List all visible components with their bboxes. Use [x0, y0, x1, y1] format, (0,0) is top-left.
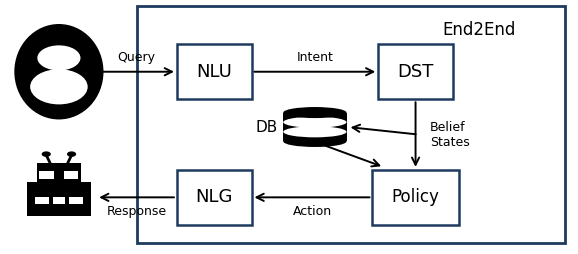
- Text: Action: Action: [292, 205, 332, 218]
- Ellipse shape: [38, 45, 80, 70]
- FancyBboxPatch shape: [65, 197, 69, 204]
- FancyBboxPatch shape: [49, 197, 53, 204]
- FancyBboxPatch shape: [39, 171, 54, 179]
- Ellipse shape: [14, 24, 103, 119]
- Ellipse shape: [283, 126, 347, 137]
- FancyBboxPatch shape: [378, 44, 453, 99]
- Ellipse shape: [42, 151, 51, 157]
- FancyBboxPatch shape: [37, 163, 81, 182]
- FancyBboxPatch shape: [372, 170, 459, 225]
- FancyBboxPatch shape: [35, 197, 83, 204]
- FancyBboxPatch shape: [177, 170, 251, 225]
- Text: Belief
States: Belief States: [430, 121, 470, 149]
- Polygon shape: [283, 113, 347, 141]
- Text: Intent: Intent: [297, 51, 334, 64]
- Text: End2End: End2End: [442, 21, 516, 39]
- Text: NLU: NLU: [197, 63, 232, 81]
- FancyBboxPatch shape: [64, 171, 79, 179]
- FancyBboxPatch shape: [27, 182, 91, 216]
- Text: Response: Response: [106, 205, 166, 218]
- Ellipse shape: [67, 151, 76, 157]
- Ellipse shape: [283, 107, 347, 118]
- Text: Policy: Policy: [392, 188, 439, 206]
- Ellipse shape: [283, 136, 347, 147]
- Text: Query: Query: [117, 51, 155, 64]
- Ellipse shape: [30, 69, 88, 104]
- Text: DST: DST: [397, 63, 434, 81]
- Ellipse shape: [283, 117, 347, 128]
- Text: DB: DB: [255, 119, 277, 135]
- FancyBboxPatch shape: [177, 44, 251, 99]
- Text: NLG: NLG: [195, 188, 233, 206]
